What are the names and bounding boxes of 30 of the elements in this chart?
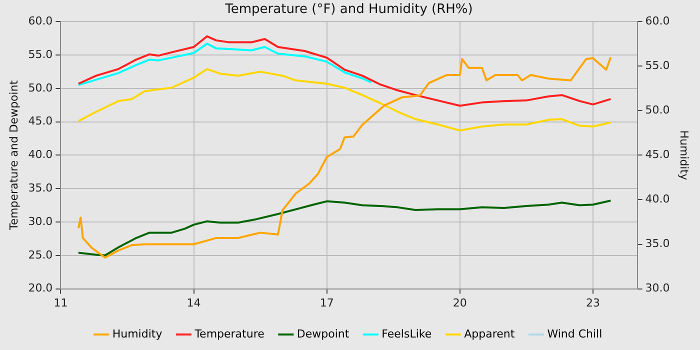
y-tick-label: 40.0: [28, 148, 53, 162]
y-tick-label: 60.0: [28, 14, 53, 28]
y2-tick-label: 50.0: [645, 104, 670, 117]
x-tick-label: 23: [586, 296, 600, 310]
x-tick-label: 11: [54, 296, 68, 310]
y2-tick-label: 45.0: [645, 148, 670, 162]
legend-label: Dewpoint: [296, 327, 350, 340]
y2-axis-title: Humidity: [678, 130, 691, 181]
y-tick-label: 25.0: [28, 248, 53, 262]
y2-tick-label: 55.0: [645, 58, 670, 72]
y2-tick-label: 40.0: [645, 192, 670, 206]
y-axis-title: Temperature and Dewpoint: [7, 80, 20, 232]
y-tick-label: 50.0: [28, 81, 53, 94]
legend-label: Temperature: [194, 327, 265, 340]
chart-title: Temperature (°F) and Humidity (RH%): [224, 2, 473, 18]
legend-label: Apparent: [464, 327, 516, 340]
legend-label: Humidity: [112, 327, 163, 340]
y-tick-label: 35.0: [28, 181, 53, 194]
y2-tick-label: 30.0: [645, 282, 670, 295]
y-tick-label: 30.0: [28, 214, 53, 228]
y-tick-label: 45.0: [28, 114, 53, 128]
y2-tick-label: 35.0: [645, 237, 670, 250]
y-tick-label: 20.0: [28, 282, 53, 295]
x-tick-label: 17: [320, 296, 334, 310]
y-tick-label: 55.0: [28, 48, 53, 61]
legend-label: FeelsLike: [382, 327, 432, 340]
legend-label: Wind Chill: [547, 327, 602, 340]
x-tick-label: 20: [452, 296, 467, 310]
x-tick-label: 14: [186, 296, 201, 310]
y2-tick-label: 60.0: [645, 14, 670, 28]
